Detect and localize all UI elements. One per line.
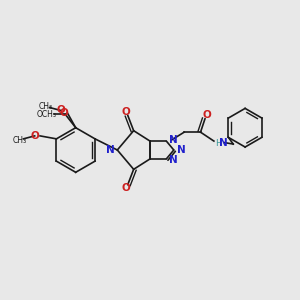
Text: N: N: [106, 145, 114, 155]
Text: N: N: [169, 135, 178, 145]
Text: O: O: [59, 108, 68, 118]
Text: O: O: [122, 107, 130, 117]
Text: CH₃: CH₃: [12, 136, 26, 145]
Text: O: O: [56, 106, 65, 116]
Text: CH₃: CH₃: [38, 102, 52, 111]
Text: OCH₃: OCH₃: [37, 110, 57, 119]
Text: O: O: [30, 131, 39, 141]
Text: O: O: [122, 183, 130, 193]
Text: H: H: [215, 139, 222, 148]
Text: O: O: [203, 110, 212, 120]
Text: N: N: [219, 138, 228, 148]
Text: N: N: [169, 155, 178, 165]
Text: N: N: [177, 145, 185, 155]
